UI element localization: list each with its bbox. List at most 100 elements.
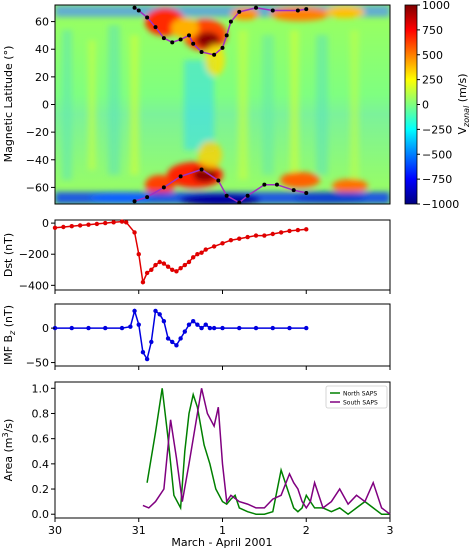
south-saps-marker (145, 195, 150, 200)
area-y-tick-label: 0.8 (32, 407, 50, 420)
north-saps-marker (295, 8, 300, 13)
dst-point (199, 250, 204, 255)
dst-point (278, 230, 284, 235)
area-x-tick-label: 30 (48, 524, 62, 537)
dst-point (165, 264, 171, 269)
north-saps-line (146, 388, 390, 516)
area-y-tick-label: 0.0 (32, 508, 50, 521)
imf-bz-point (103, 325, 108, 331)
heatmap-y-tick-label: 20 (35, 71, 49, 84)
north-saps-markers (132, 5, 309, 57)
area-x-ticks: 30 31 1 2 3 (48, 518, 394, 537)
heatmap-y-tick-label: −20 (26, 126, 49, 139)
imf-bz-point (157, 312, 162, 317)
imf-bz-point (165, 336, 171, 341)
panel-dst: −400 −200 0 Dst (nT) (2, 217, 391, 294)
north-saps-marker (220, 45, 225, 50)
imf-x-ticks (54, 366, 391, 370)
colorbar-label-sub: zonal (462, 105, 471, 128)
imf-y-label-unit: (nT) (2, 305, 15, 331)
south-saps-markers (132, 167, 309, 204)
north-saps-marker (199, 49, 204, 54)
dst-y-label: Dst (nT) (2, 233, 15, 277)
imf-bz-point (207, 325, 213, 331)
dst-point (94, 221, 100, 227)
colorbar-tick-label: −500 (422, 148, 452, 161)
imf-bz-point (128, 324, 133, 329)
imf-y-tick-label: −50 (26, 357, 49, 370)
imf-bz-point (161, 319, 167, 324)
dst-y-tick-label: −400 (19, 279, 49, 292)
dst-point (211, 244, 217, 249)
dst-y-tick-label: 0 (42, 217, 49, 230)
dst-y-ticks: −400 −200 0 (19, 217, 55, 292)
heatmap-y-tick-label: −40 (26, 154, 49, 167)
x-axis-label: March - April 2001 (171, 536, 272, 549)
dst-point (287, 228, 292, 234)
panel-zonal-velocity: −60 −40 −20 0 20 40 60 Magnetic Latitude (°) −… (2, 0, 471, 211)
south-saps-marker (304, 190, 309, 195)
imf-bz-point (136, 322, 141, 327)
colorbar-label-main: V (456, 127, 469, 135)
imf-bz-point (237, 325, 242, 331)
dst-point (237, 236, 242, 241)
dst-point (186, 259, 192, 265)
south-saps-marker (237, 200, 242, 204)
dst-point (270, 231, 275, 237)
north-saps-marker (228, 19, 233, 24)
imf-bz-point (199, 325, 204, 331)
dst-point (140, 280, 146, 285)
dst-point (136, 252, 141, 257)
colorbar-tick-label: 250 (422, 74, 443, 87)
dst-point (178, 266, 183, 271)
heatmap-y-label: Magnetic Latitude (°) (2, 46, 15, 163)
dst-point (220, 241, 225, 246)
dst-point (170, 267, 175, 272)
colorbar-tick-label: 500 (422, 49, 443, 62)
dst-y-tick-label: −200 (19, 248, 49, 261)
south-saps-marker (216, 178, 221, 183)
imf-frame (54, 303, 391, 367)
colorbar (404, 4, 418, 205)
area-y-ticks: 0.0 0.2 0.4 0.6 0.8 1.0 (32, 382, 55, 521)
dst-point (262, 233, 267, 238)
north-saps-marker (132, 5, 137, 10)
north-saps-marker (224, 33, 229, 38)
colorbar-ticks: −1000 −750 −500 −250 0 250 500 750 1000 (417, 0, 459, 211)
north-saps-marker (254, 5, 258, 10)
panel-imf-bz: −50 0 IMF Bz (nT) (2, 303, 391, 370)
imf-y-label-main: IMF B (2, 335, 15, 365)
colorbar-label-unit: (m/s) (456, 73, 469, 105)
imf-bz-point (253, 325, 259, 331)
south-saps-marker (262, 182, 267, 187)
imf-bz-point (304, 325, 309, 331)
south-saps-marker (199, 167, 204, 172)
dst-point (245, 234, 250, 240)
dst-point (304, 227, 309, 232)
area-x-tick-label: 3 (387, 524, 394, 537)
heatmap-y-tick-label: 0 (42, 99, 49, 112)
north-saps-marker (170, 40, 175, 45)
dst-point (119, 219, 125, 224)
colorbar-tick-label: −750 (422, 173, 452, 186)
area-x-tick-label: 1 (219, 524, 226, 537)
imf-y-tick-label: 0 (42, 322, 49, 335)
colorbar-tick-label: 1000 (422, 0, 450, 12)
south-saps-marker (178, 174, 183, 179)
imf-bz-markers (52, 308, 309, 362)
colorbar-label: Vzonal (m/s) (456, 73, 471, 134)
dst-point (295, 227, 301, 233)
area-y-label-unit: /s) (2, 419, 15, 433)
imf-bz-point (149, 339, 154, 345)
north-saps-marker (153, 25, 158, 30)
imf-bz-point (195, 322, 200, 327)
imf-bz-point (140, 350, 146, 355)
imf-bz-point (170, 339, 175, 345)
imf-bz-point (270, 325, 275, 331)
north-saps-marker (212, 52, 217, 57)
legend-label-north: North SAPS (343, 391, 377, 398)
dst-point (103, 220, 108, 226)
imf-y-ticks: −50 0 (26, 322, 55, 370)
dst-point (149, 267, 154, 272)
